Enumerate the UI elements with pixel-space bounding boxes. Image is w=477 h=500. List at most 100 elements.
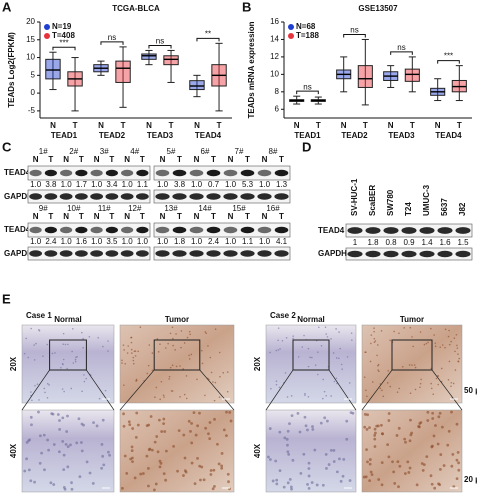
tissue-texture xyxy=(123,454,127,458)
category-label: TEAD1 xyxy=(294,131,321,140)
tissue-texture xyxy=(306,483,309,486)
tissue-texture xyxy=(61,362,64,365)
tissue-texture xyxy=(171,326,174,329)
tissue-texture xyxy=(151,352,154,354)
tissue-texture xyxy=(207,345,209,347)
tissue-texture xyxy=(62,332,65,335)
tissue-texture xyxy=(97,336,100,339)
tissue-texture xyxy=(430,482,434,486)
band xyxy=(172,226,187,234)
blot-frame xyxy=(153,189,291,204)
ratio: 1.0 xyxy=(225,237,237,246)
tissue-texture xyxy=(277,339,279,342)
tissue-texture xyxy=(107,350,109,352)
tissue-texture xyxy=(36,383,39,385)
tissue-texture xyxy=(183,456,187,460)
tissue-texture xyxy=(222,428,226,432)
tissue-texture xyxy=(172,444,176,448)
tissue-texture xyxy=(95,424,99,428)
tissue-texture xyxy=(427,341,429,344)
band xyxy=(136,226,149,234)
tissue-texture xyxy=(373,434,377,437)
tissue-texture xyxy=(380,423,383,427)
tissue-texture xyxy=(323,390,326,393)
legend-swatch xyxy=(44,24,50,30)
tissue-texture xyxy=(439,346,442,348)
lane-label: T xyxy=(48,212,53,221)
legend-label: N=19 xyxy=(52,22,72,31)
band xyxy=(240,226,255,234)
group-label: N xyxy=(146,121,152,130)
micrograph xyxy=(119,409,235,493)
micrograph xyxy=(361,409,463,493)
tissue-texture xyxy=(309,356,311,359)
tissue-texture xyxy=(380,483,384,487)
tissue-texture xyxy=(307,467,311,470)
tissue-texture xyxy=(44,391,46,394)
band xyxy=(189,250,204,257)
tissue-texture xyxy=(454,350,456,353)
tissue-texture xyxy=(338,457,341,461)
tissue-texture xyxy=(158,465,162,469)
lane-label: T xyxy=(245,155,250,164)
tissue-texture xyxy=(335,328,337,330)
tissue-texture xyxy=(274,459,278,463)
tissue-texture xyxy=(33,359,36,361)
tissue-texture xyxy=(190,461,194,465)
band xyxy=(419,250,435,258)
tissue-texture xyxy=(92,421,95,425)
tissue-texture xyxy=(450,381,453,384)
tissue-texture xyxy=(25,337,27,340)
tissue-texture xyxy=(317,373,319,376)
tissue-texture xyxy=(179,395,181,398)
sample-label: 1# xyxy=(39,147,48,156)
tissue-texture xyxy=(407,471,411,474)
lane-label: N xyxy=(228,155,234,164)
band xyxy=(29,250,43,257)
blot-frame xyxy=(27,222,151,238)
protein-label: GAPDH xyxy=(4,192,33,201)
tissue-texture xyxy=(33,480,36,484)
tissue-texture xyxy=(326,336,329,338)
tissue-texture xyxy=(374,340,377,342)
tissue-texture xyxy=(38,461,42,465)
tissue-texture xyxy=(329,448,333,452)
ratio: 1.8 xyxy=(174,237,186,246)
tissue-texture xyxy=(288,422,291,426)
tissue-texture xyxy=(440,367,443,370)
protein-label: GAPDH xyxy=(4,249,33,258)
tissue-texture xyxy=(154,396,156,399)
tissue-texture xyxy=(315,483,319,487)
tissue-texture xyxy=(62,453,66,457)
tissue-texture xyxy=(279,348,281,350)
sample-label: 16# xyxy=(266,204,280,213)
tissue-texture xyxy=(387,419,391,422)
tissue-texture xyxy=(380,461,384,465)
tissue-texture xyxy=(78,475,82,479)
band xyxy=(455,250,471,258)
tissue-texture xyxy=(450,385,452,388)
lane-label: T xyxy=(79,155,84,164)
tissue-texture xyxy=(62,358,65,361)
tissue-texture xyxy=(225,434,228,438)
category-label: TEAD4 xyxy=(195,131,222,140)
tissue-texture xyxy=(74,360,77,363)
tissue-texture xyxy=(81,331,83,334)
tissue-texture xyxy=(325,419,329,423)
lane-label: T xyxy=(140,155,145,164)
tissue-texture xyxy=(431,411,435,415)
tissue-texture xyxy=(193,482,197,486)
tissue-texture xyxy=(429,474,433,478)
tissue-texture xyxy=(108,453,112,457)
tissue-texture xyxy=(284,372,287,374)
ratio: 1.0 xyxy=(122,237,134,246)
tissue-texture xyxy=(310,481,314,484)
tissue-texture xyxy=(204,394,206,397)
tissue-texture xyxy=(282,485,286,489)
tissue-texture xyxy=(107,450,110,454)
tissue-texture xyxy=(85,460,89,464)
band xyxy=(455,227,471,234)
tissue-texture xyxy=(66,465,70,469)
band xyxy=(29,169,42,177)
tissue-texture xyxy=(156,450,160,454)
